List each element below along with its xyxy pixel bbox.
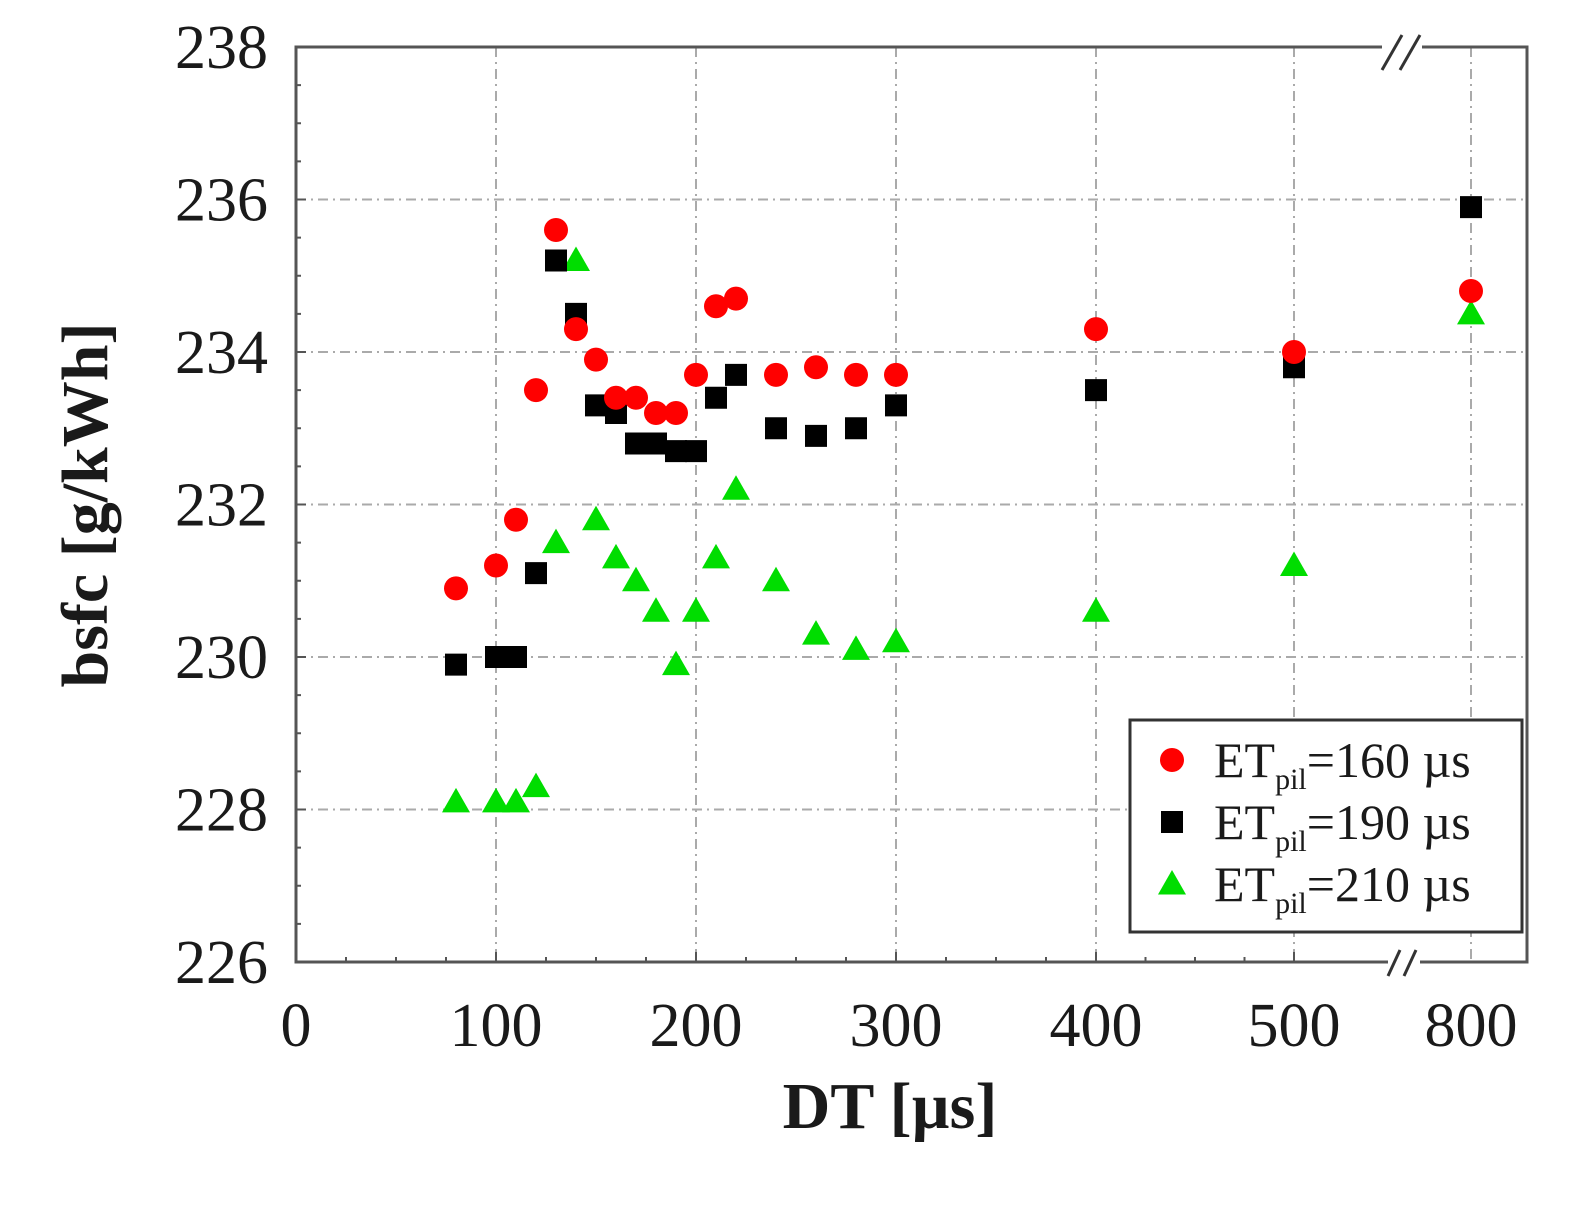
data-point-triangle [702,543,730,569]
data-point-triangle [1082,597,1110,622]
data-point-triangle [842,635,870,660]
data-point-triangle [682,597,710,622]
data-point-circle [444,576,468,601]
data-point-square [445,653,467,676]
plot-frame [294,45,1529,964]
data-point-triangle [482,787,510,813]
data-point-triangle [622,566,650,592]
y-tick-labels: 226 228 230 232 234 236 238 [175,14,268,997]
data-point-triangle [642,597,670,622]
data-point-circle [524,378,548,403]
legend-marker-circle [1160,748,1184,772]
data-point-circle [1459,279,1483,303]
data-point-triangle [542,528,570,554]
legend-box [1128,718,1524,934]
data-point-triangle [442,787,470,813]
break-gap-top [1382,35,1422,59]
data-point-triangle [762,566,790,592]
legend-label: ETpil=160 µs [1214,732,1471,796]
data-point-triangle [882,627,910,653]
data-point-square [505,646,527,668]
data-point-circle [804,355,828,380]
x-tick-label: 400 [1050,992,1143,1060]
x-tick-label: 100 [450,992,543,1060]
y-tick-label: 236 [175,167,268,235]
legend-label: ETpil=190 µs [1214,794,1471,858]
data-point-circle [684,362,708,387]
data-point-square [765,417,787,440]
data-point-square [1085,379,1107,402]
data-point-square [1460,196,1482,219]
data-point-triangle [602,543,630,569]
data-point-circle [544,218,568,242]
data-point-triangle [1280,551,1308,576]
axis-break-mark [1380,34,1404,71]
data-point-triangle [722,475,750,500]
data-point-square [585,394,607,417]
axis-break-mark [1402,949,1418,977]
data-point-triangle [582,505,610,531]
data-point-square [525,562,547,585]
x-tick-label: 0 [281,992,312,1060]
data-point-square [725,363,747,386]
data-point-circle [584,347,608,372]
axis-break-marks [1380,34,1422,977]
data-point-circle [884,362,908,387]
data-point-circle [1282,340,1306,364]
y-tick-label: 226 [175,929,268,997]
legend-marker-triangle [1158,870,1186,895]
data-point-square [885,394,907,417]
data-point-triangle [502,787,530,813]
data-point-triangle [522,772,550,798]
data-point-circle [844,362,868,387]
data-point-circle [1084,317,1108,342]
data-point-circle [704,294,728,319]
data-point-square [705,386,727,409]
y-tick-label: 232 [175,472,268,540]
data-point-circle [504,507,528,532]
data-point-circle [604,385,628,410]
y-tick-label: 234 [175,319,268,387]
data-point-square [845,417,867,440]
x-tick-label: 300 [850,992,943,1060]
y-axis-title: bsfc [g/kWh] [49,323,122,688]
x-axis-title: DT [µs] [783,1070,998,1143]
y-tick-label: 238 [175,14,268,82]
data-point-triangle [562,246,590,271]
x-tick-labels: 0 100 200 300 400 500 800 [281,992,1518,1060]
data-point-circle [624,385,648,410]
y-tick-label: 230 [175,624,268,692]
data-points [442,196,1485,813]
data-point-triangle [1457,299,1485,325]
x-tick-label: 800 [1425,992,1518,1060]
data-point-square [685,440,707,463]
data-point-circle [484,553,508,578]
axis-break-mark [1386,949,1402,977]
axis-break-mark [1398,34,1422,71]
data-point-square [805,424,827,447]
data-point-triangle [802,620,830,645]
data-point-square [545,249,567,272]
legend-label: ETpil=210 µs [1214,856,1471,920]
legend-marker-square [1161,811,1183,833]
data-point-square [645,432,667,455]
x-tick-label: 500 [1248,992,1341,1060]
y-tick-label: 228 [175,777,268,845]
data-point-circle [724,286,748,311]
data-point-circle [564,317,588,342]
data-point-square [665,440,687,463]
data-point-circle [764,362,788,387]
x-tick-label: 200 [650,992,743,1060]
data-point-square [485,646,507,668]
data-point-circle [644,401,668,425]
data-point-square [625,432,647,455]
data-point-triangle [662,650,690,676]
data-point-circle [664,401,688,425]
